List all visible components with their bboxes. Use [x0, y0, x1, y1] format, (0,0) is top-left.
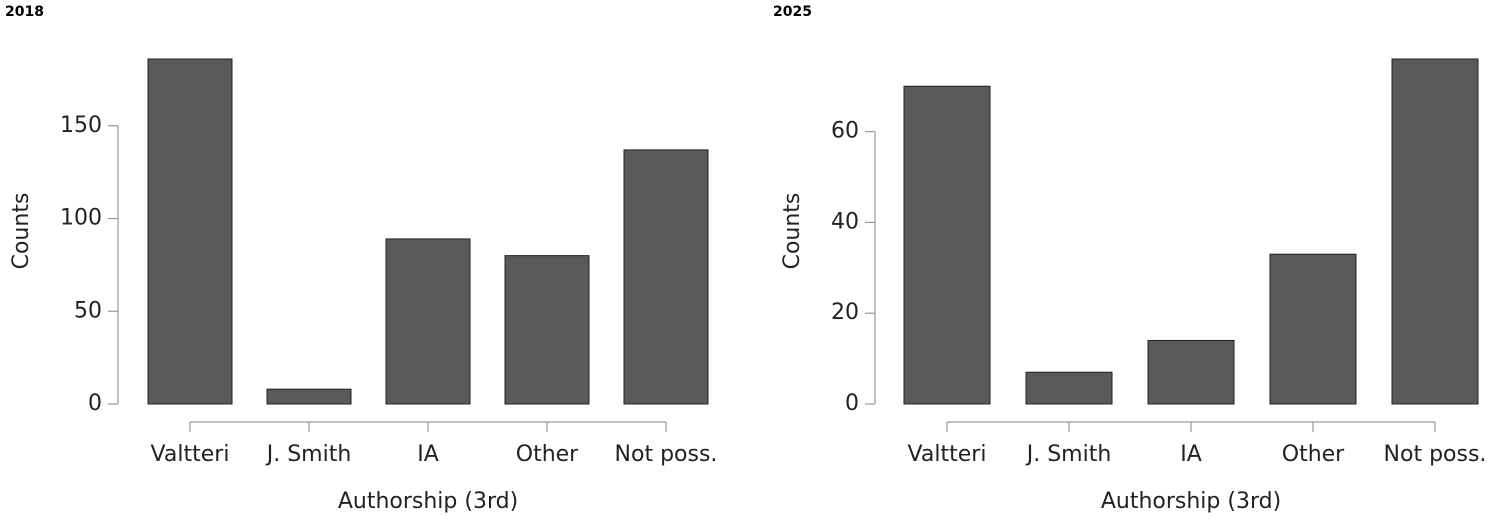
- x-tick-label: J. Smith: [265, 442, 352, 467]
- y-tick-label: 50: [74, 298, 102, 323]
- bar: [1269, 253, 1357, 405]
- y-tick-label: 40: [831, 209, 859, 234]
- chart-title: 2025: [773, 4, 812, 20]
- bar: [147, 58, 233, 405]
- x-tick-label: Valtteri: [908, 442, 987, 467]
- x-tick-label: Not poss.: [615, 442, 718, 467]
- x-axis-label: Authorship (3rd): [1101, 489, 1281, 514]
- x-tick-label: Other: [516, 442, 579, 467]
- y-tick-label: 100: [60, 206, 102, 231]
- bar: [1147, 339, 1235, 405]
- bar: [1025, 371, 1113, 405]
- bar: [385, 238, 471, 405]
- x-tick-label: Valtteri: [151, 442, 230, 467]
- y-tick-label: 0: [88, 391, 102, 416]
- bar: [1391, 58, 1479, 405]
- y-tick-label: 0: [845, 391, 859, 416]
- x-tick-label: Other: [1282, 442, 1345, 467]
- x-tick-label: J. Smith: [1025, 442, 1112, 467]
- y-axis-label: Counts: [9, 193, 34, 270]
- bar: [903, 85, 991, 405]
- x-tick-label: IA: [417, 442, 439, 467]
- y-tick-label: 20: [831, 300, 859, 325]
- bar: [504, 255, 590, 405]
- chart-title: 2018: [5, 4, 44, 20]
- x-tick-label: Not poss.: [1384, 442, 1487, 467]
- y-axis-label: Counts: [780, 193, 805, 270]
- y-tick-label: 60: [831, 119, 859, 144]
- x-tick-label: IA: [1180, 442, 1202, 467]
- bar: [266, 388, 352, 405]
- bar: [623, 149, 709, 405]
- y-tick-label: 150: [60, 113, 102, 138]
- x-axis-label: Authorship (3rd): [338, 489, 518, 514]
